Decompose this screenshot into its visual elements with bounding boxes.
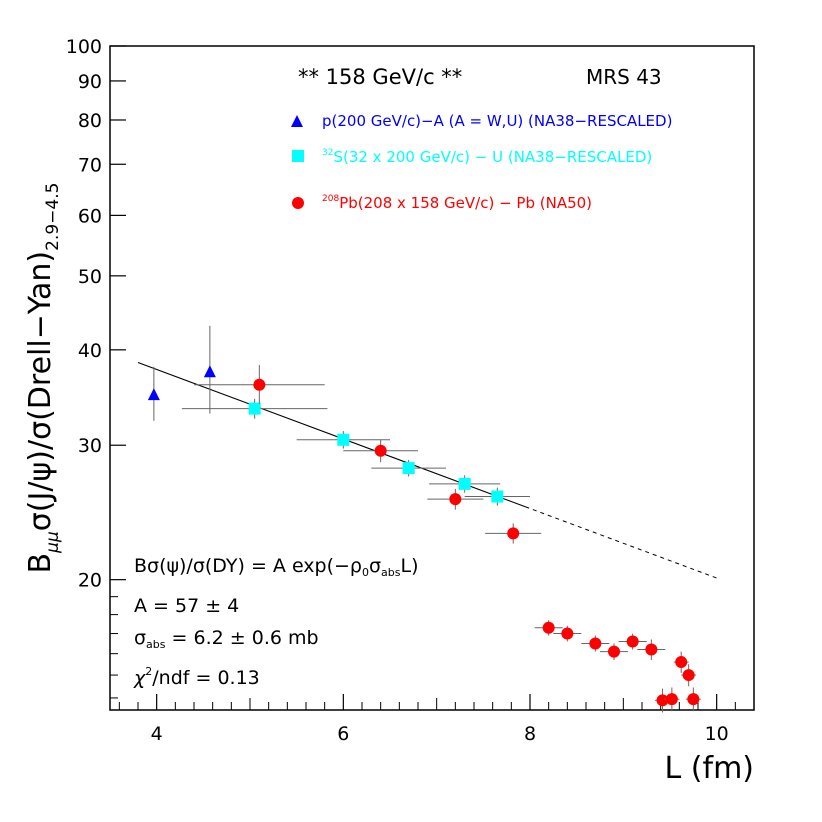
axis-ticks: 4 6 8 10 20 30 40 50 60 70 80 90 100 <box>66 36 736 745</box>
x-tick-label: 6 <box>337 723 349 745</box>
legend-marker-triangle <box>291 115 303 127</box>
y-tick-label: 30 <box>78 435 102 457</box>
x-axis-label: L (fm) <box>665 751 754 786</box>
fit-chi-symbol: χ <box>133 667 146 689</box>
data-point-circle <box>687 693 700 706</box>
data-point-circle <box>608 645 620 658</box>
data-point-circle <box>542 621 555 634</box>
points-layer <box>147 325 701 713</box>
y-tick-label: 90 <box>78 71 102 93</box>
y-axis-label: Bμμσ(J/ψ)/σ(Drell−Yan)2.9−4.5 <box>23 183 63 574</box>
fit-formula: Bσ(ψ)/σ(DY) = A exp(−ρ0σabsL) <box>134 555 419 579</box>
data-point-square <box>337 433 350 446</box>
data-point-square <box>458 477 471 490</box>
legend-label-pbpb-sup: 208 <box>322 194 339 204</box>
data-point-circle <box>507 527 520 540</box>
legend-marker-square <box>292 150 304 162</box>
data-point-square <box>491 490 504 503</box>
fit-layer <box>137 361 717 579</box>
legend-label-pa: p(200 GeV/c)−A (A = W,U) (NA38−RESCALED) <box>322 112 672 130</box>
x-tick-label: 10 <box>705 723 729 745</box>
data-point-square <box>402 462 415 475</box>
y-axis-label-sub2: 2.9−4.5 <box>43 183 63 251</box>
legend-label-pbpb: 208Pb(208 x 158 GeV/c) − Pb (NA50) <box>322 194 592 212</box>
y-tick-label: 60 <box>78 205 102 227</box>
x-tick-label: 8 <box>524 723 536 745</box>
data-point-circle <box>675 656 688 669</box>
fit-annotations: Bσ(ψ)/σ(DY) = A exp(−ρ0σabsL) A = 57 ± 4… <box>133 555 419 689</box>
data-point-circle <box>561 627 574 640</box>
header-left: ** 158 GeV/c ** <box>298 65 462 89</box>
data-point-circle <box>589 637 602 650</box>
fit-chi-rest: /ndf = 0.13 <box>152 667 260 689</box>
data-point-circle <box>374 444 387 457</box>
fit-chi-sup: 2 <box>145 665 152 678</box>
y-axis-label-sub1: μμ <box>43 531 63 554</box>
data-point-circle <box>656 694 669 707</box>
fit-sigma-sub: abs <box>146 638 166 651</box>
fit-sigma-rest: = 6.2 ± 0.6 mb <box>166 627 319 649</box>
data-point-circle <box>449 493 462 506</box>
data-point-circle <box>645 643 658 656</box>
header-right: MRS 43 <box>586 65 662 89</box>
y-tick-label: 40 <box>78 340 102 362</box>
data-point-square <box>248 402 261 415</box>
legend-label-pbpb-rest: Pb(208 x 158 GeV/c) − Pb (NA50) <box>339 194 592 212</box>
legend-label-su-sup: 32 <box>322 148 333 158</box>
legend-label-su: 32S(32 x 200 GeV/c) − U (NA38−RESCALED) <box>322 148 652 166</box>
fit-line-dashed <box>525 506 717 579</box>
data-point-triangle <box>147 388 160 401</box>
plot-frame <box>109 45 755 711</box>
legend: p(200 GeV/c)−A (A = W,U) (NA38−RESCALED)… <box>291 112 672 212</box>
data-point-circle <box>682 669 695 682</box>
y-tick-label: 20 <box>78 570 102 592</box>
fit-sigma-abs: σabs = 6.2 ± 0.6 mb <box>134 627 319 651</box>
fit-chi2: χ2/ndf = 0.13 <box>133 665 260 689</box>
fit-sigma-symbol: σ <box>134 627 146 649</box>
data-point-circle <box>665 693 678 706</box>
y-axis-label-mid: σ(J/ψ)/σ(Drell−Yan) <box>23 251 58 531</box>
legend-marker-circle <box>292 197 304 209</box>
y-tick-label: 100 <box>66 36 102 58</box>
data-point-circle <box>626 635 639 648</box>
data-point-circle <box>253 378 266 391</box>
data-point-triangle <box>203 365 216 378</box>
y-tick-label: 70 <box>78 154 102 176</box>
y-tick-label: 50 <box>78 266 102 288</box>
y-tick-label: 80 <box>78 110 102 132</box>
fit-a-value: A = 57 ± 4 <box>134 595 239 617</box>
y-axis-label-main: B <box>23 553 58 574</box>
x-tick-label: 4 <box>151 723 163 745</box>
legend-label-su-rest: S(32 x 200 GeV/c) − U (NA38−RESCALED) <box>333 148 652 166</box>
